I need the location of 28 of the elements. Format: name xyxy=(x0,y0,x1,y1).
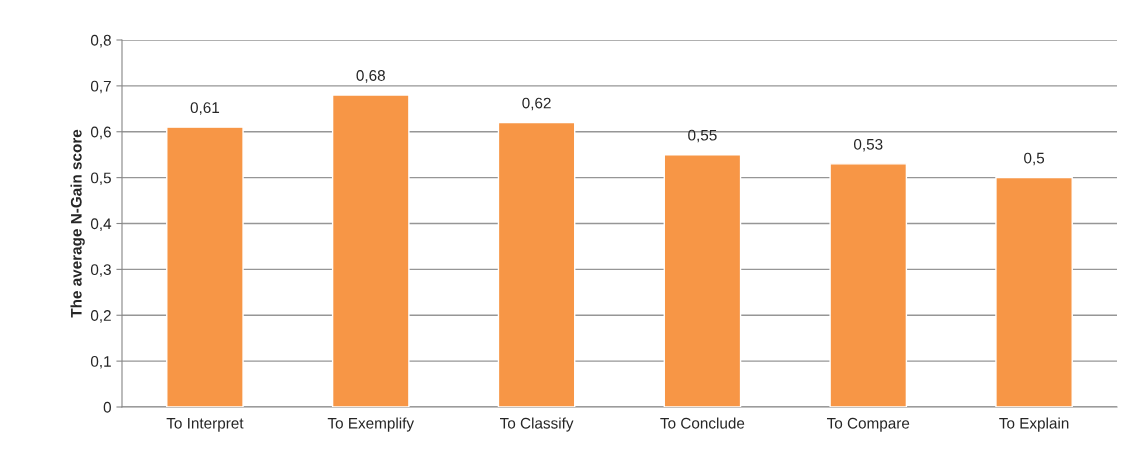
y-tick-label: 0,6 xyxy=(90,126,111,140)
y-tick-label: 0 xyxy=(103,401,111,413)
y-tick-label: 0,4 xyxy=(90,218,112,231)
y-tick-label: 0,3 xyxy=(90,264,111,277)
y-tick-label: 0,5 xyxy=(90,172,111,186)
bar xyxy=(995,176,1073,407)
y-tick-label: 0,7 xyxy=(90,80,111,94)
data-label: 0,53 xyxy=(853,138,883,152)
x-tick-label: To Exemplify xyxy=(327,417,415,432)
bar xyxy=(829,163,908,407)
x-tick-label: To Explain xyxy=(999,417,1069,432)
y-tick-label: 0,2 xyxy=(90,310,111,323)
data-label: 0,62 xyxy=(522,97,551,111)
data-label: 0,55 xyxy=(688,129,717,143)
data-label: 0,68 xyxy=(356,70,385,83)
x-tick-label: To Interpret xyxy=(166,417,244,432)
data-label: 0,5 xyxy=(1024,152,1045,166)
x-tick-label: To Conclude xyxy=(660,417,745,429)
bar xyxy=(497,121,576,407)
bar xyxy=(331,94,410,407)
data-label: 0,61 xyxy=(190,102,220,115)
y-tick-label: 0,1 xyxy=(90,355,111,369)
x-tick-label: To Compare xyxy=(826,417,910,432)
bar xyxy=(166,126,244,407)
bar xyxy=(663,153,742,407)
x-tick-label: To Classify xyxy=(500,417,574,432)
y-axis-title: The average N-Gain score xyxy=(70,129,85,318)
y-tick-label: 0,8 xyxy=(90,34,111,48)
